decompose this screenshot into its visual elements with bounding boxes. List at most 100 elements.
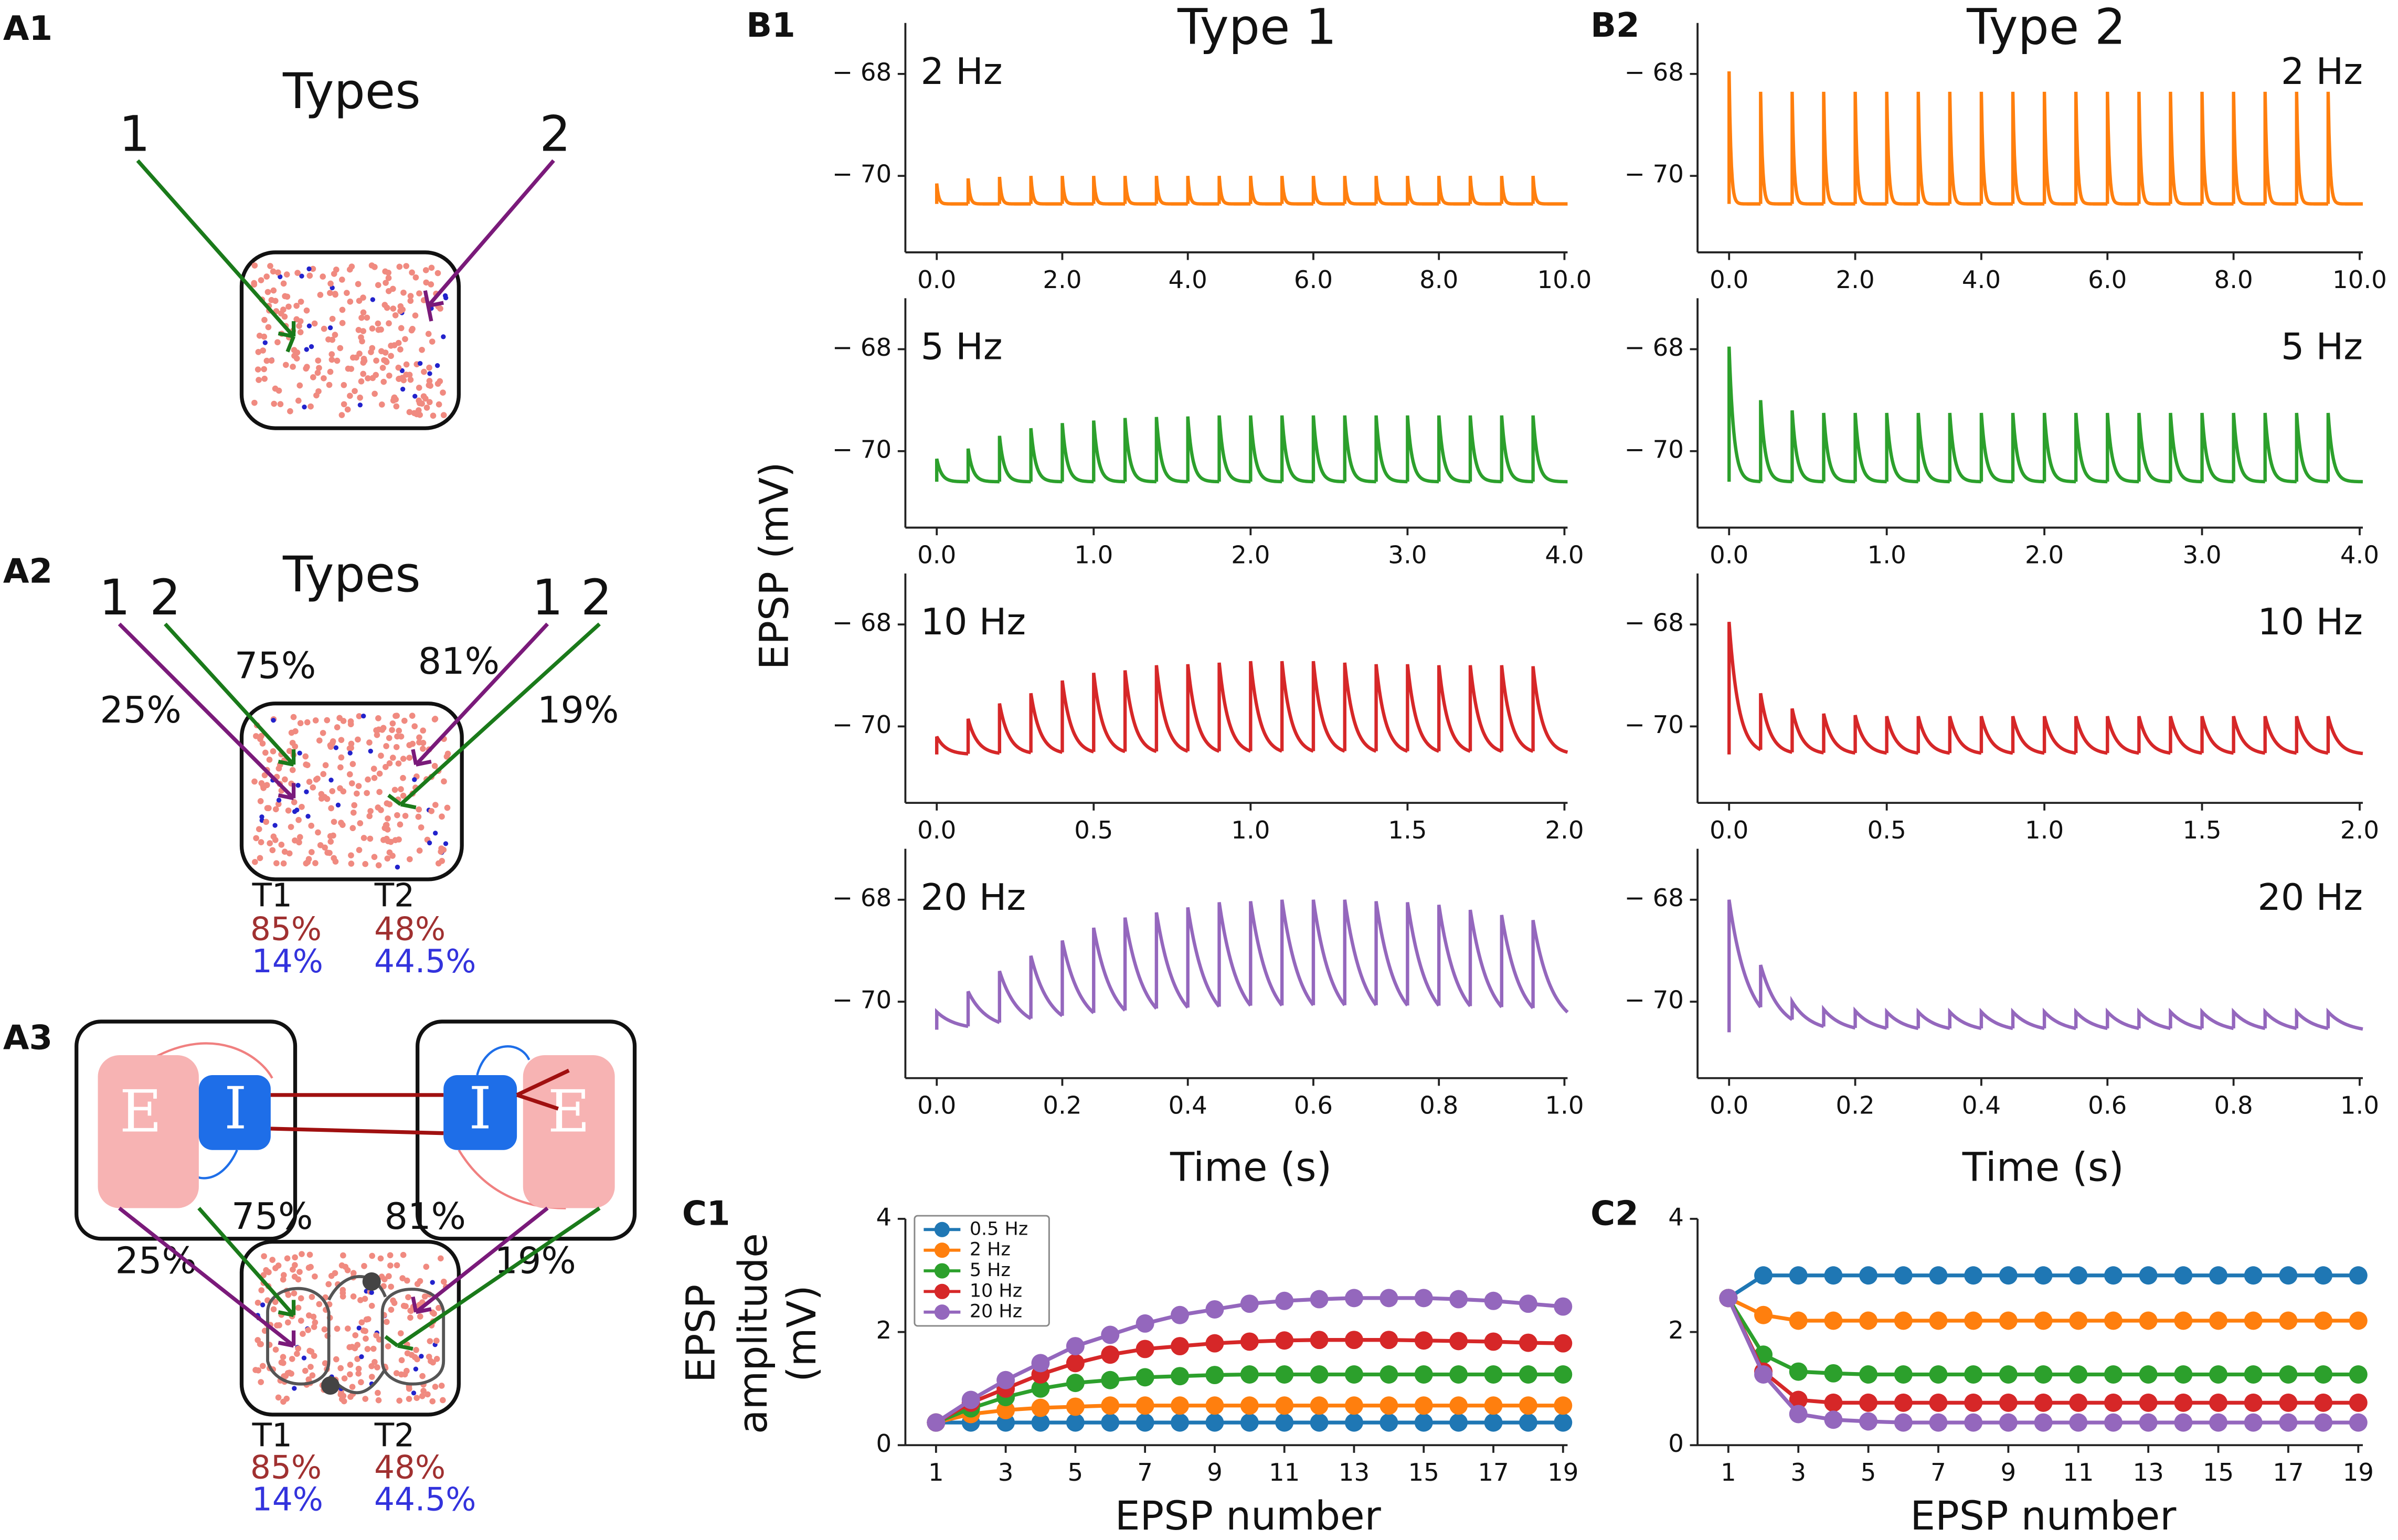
point: [2314, 1365, 2333, 1384]
neuron-dot: [420, 727, 427, 734]
neuron-dot: [444, 750, 451, 757]
neuron-dot: [392, 837, 399, 843]
neuron-dot: [437, 378, 443, 385]
point: [1205, 1334, 1224, 1353]
epsp: [2169, 1007, 2203, 1031]
neuron-dot: [366, 739, 373, 746]
neuron-dot: [440, 412, 447, 418]
series-line: [1726, 1297, 2359, 1377]
neuron-dot: [412, 394, 418, 399]
neuron-dot: [400, 289, 407, 296]
neuron-dot: [384, 826, 391, 833]
point: [1929, 1413, 1948, 1432]
neuron-dot: [434, 270, 441, 277]
neuron-dot: [431, 762, 438, 769]
x-tick-label: 0.5: [1074, 816, 1113, 844]
x-axis-label: EPSP number: [1115, 1493, 1382, 1539]
neuron-dot: [292, 837, 298, 844]
epsp: [1029, 175, 1063, 206]
point: [2349, 1393, 2368, 1412]
y-axis-label: amplitude: [730, 1233, 776, 1434]
neuron-dot: [260, 1302, 266, 1308]
neuron-dot: [271, 400, 278, 407]
epsp: [1948, 716, 1982, 755]
point: [2139, 1311, 2158, 1330]
point: [1136, 1340, 1154, 1358]
neuron-dot: [337, 1365, 344, 1372]
chart: − 70 − 68 0.0 2.0 4.0 6.0 8.0 10.0 2 Hz: [1625, 23, 2387, 294]
y-tick-label: 0: [1668, 1429, 1684, 1458]
point: [1275, 1291, 1294, 1310]
epsp: [1249, 415, 1282, 484]
neuron-dot: [274, 1322, 280, 1329]
x-tick-label: 0.0: [917, 816, 956, 844]
point: [2104, 1266, 2123, 1285]
neuron-dot: [425, 331, 432, 337]
epsp: [1437, 175, 1470, 206]
point: [1554, 1334, 1573, 1353]
neuron-dot: [425, 1391, 431, 1398]
x-tick-label: 0.0: [1710, 1091, 1748, 1120]
neuron-dot: [383, 743, 389, 749]
neuron-dot: [406, 755, 413, 761]
epsp: [1311, 175, 1345, 206]
neuron-dot: [333, 266, 339, 273]
epsp: [966, 448, 1000, 484]
point: [1999, 1266, 2018, 1285]
point: [2174, 1413, 2193, 1432]
neuron-dot: [364, 314, 370, 321]
neuron-dot: [368, 1374, 375, 1380]
epsp: [2074, 1007, 2108, 1031]
input-fiber: [387, 622, 601, 810]
epsp: [1029, 428, 1063, 484]
point: [1894, 1266, 1913, 1285]
neuron-dot: [338, 1396, 345, 1403]
neuron-dot: [416, 290, 422, 296]
epsp: [2326, 412, 2363, 484]
neuron-dot: [407, 1314, 413, 1321]
point: [1414, 1331, 1433, 1350]
neuron-dot: [292, 1254, 298, 1261]
y-tick-label: − 70: [1625, 986, 1684, 1014]
neuron-dot: [291, 799, 298, 805]
neuron-dot: [369, 325, 376, 332]
epsp: [998, 703, 1032, 755]
neuron-dot: [399, 1275, 406, 1281]
point: [2279, 1365, 2298, 1384]
neuron-dot: [297, 329, 304, 335]
point: [1344, 1331, 1363, 1350]
neuron-dot: [428, 281, 434, 288]
x-axis-label: Time (s): [1962, 1144, 2124, 1191]
chart: − 70 − 68 0.0 0.2 0.4 0.6 0.8 1.0 20 Hz: [1625, 848, 2379, 1120]
neuron-dot: [315, 829, 321, 836]
point: [1205, 1366, 1224, 1385]
neuron-dot: [321, 325, 327, 332]
epsp: [1853, 91, 1887, 206]
neuron-dot: [321, 375, 327, 381]
point: [1754, 1365, 1773, 1384]
x-tick-label: 0.2: [1835, 1091, 1874, 1120]
epsp: [2326, 1007, 2363, 1031]
epsp: [1979, 91, 2013, 206]
epsp: [966, 178, 1000, 206]
epsp: [2011, 716, 2045, 755]
epsp: [2295, 716, 2329, 755]
neuron-dot: [391, 787, 398, 793]
point: [2244, 1365, 2263, 1384]
chart: − 70 − 68 0.0 0.5 1.0 1.5 2.0 10 Hz: [832, 573, 1584, 844]
neuron-dot: [284, 1319, 291, 1326]
neuron-dot: [307, 403, 314, 410]
neuron-dot: [280, 860, 287, 867]
neuron-dot: [403, 361, 410, 368]
neuron-dot: [411, 1390, 417, 1396]
neuron-dot: [292, 743, 299, 750]
neuron-dot: [376, 789, 383, 795]
point: [2279, 1393, 2298, 1412]
neuron-dot: [417, 400, 423, 407]
neuron-dot: [306, 779, 313, 785]
y-tick-label: − 68: [1625, 884, 1684, 912]
epsp: [1123, 418, 1156, 484]
diagram-a3: E I I E 25% 75% 81% 19% T1 T2 85% 48% 14…: [75, 1019, 637, 1518]
x-tick-label: 2.0: [1835, 265, 1874, 294]
epsp: [1060, 680, 1095, 753]
